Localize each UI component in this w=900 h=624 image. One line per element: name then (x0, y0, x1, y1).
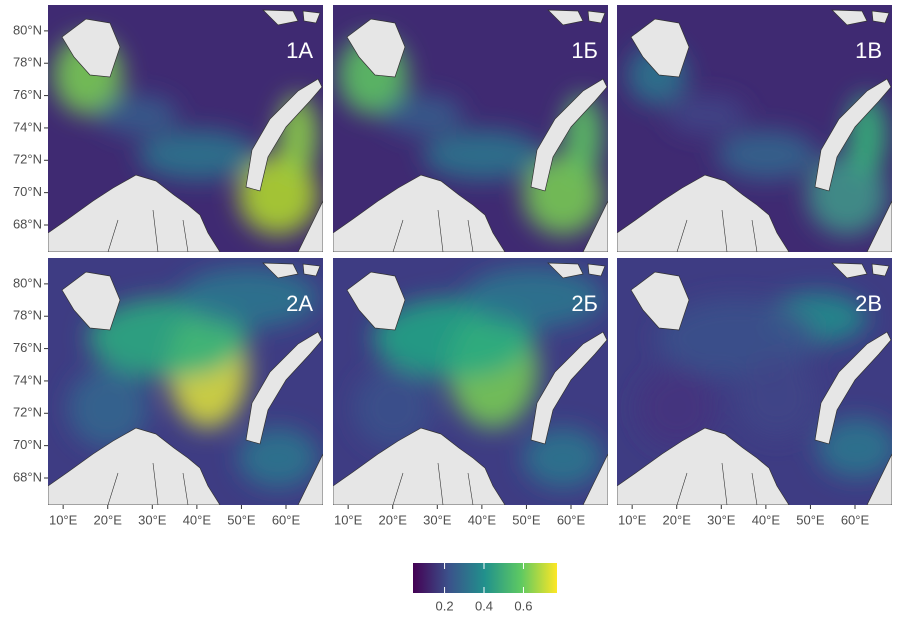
lon-tick-label: 30°E (707, 512, 736, 527)
field-blob (383, 95, 463, 135)
lat-tick-label: 74°N (13, 372, 42, 387)
panel-label: 2В (855, 291, 882, 316)
lat-tick-label: 80°N (13, 275, 42, 290)
map-raster (333, 258, 608, 505)
panel-label: 2А (286, 291, 313, 316)
field-blob (423, 130, 543, 180)
panel-label: 1В (855, 38, 882, 63)
colorbar-tick-label: 0.2 (436, 598, 454, 613)
lon-tick-label: 20°E (663, 512, 692, 527)
field-blob (178, 268, 318, 328)
lon-tick-label: 20°E (94, 512, 123, 527)
map-panel: 2А (48, 258, 323, 505)
field-blob (717, 130, 817, 180)
lat-tick-label: 68°N (13, 469, 42, 484)
lon-tick-label: 50°E (796, 512, 825, 527)
lat-tick-label: 72°N (13, 152, 42, 167)
lat-tick-label: 68°N (13, 216, 42, 231)
lon-tick-label: 50°E (512, 512, 541, 527)
map-raster (333, 5, 608, 252)
map-raster (617, 258, 892, 505)
colorbar-tick-label: 0.4 (475, 598, 493, 613)
lon-tick-label: 50°E (227, 512, 256, 527)
map-raster (617, 5, 892, 252)
lat-tick-label: 78°N (13, 308, 42, 323)
lat-tick-label: 80°N (13, 22, 42, 37)
lon-tick-label: 60°E (272, 512, 301, 527)
field-blob (637, 368, 717, 448)
map-panel: 1Б (333, 5, 608, 252)
field-blob (138, 130, 258, 180)
lat-tick-label: 76°N (13, 87, 42, 102)
field-blob (667, 95, 747, 135)
field-blob (463, 268, 603, 328)
map-raster (48, 5, 323, 252)
field-blob (68, 368, 148, 448)
panel-label: 1А (286, 38, 313, 63)
field-blob (817, 418, 892, 478)
field-blob (353, 368, 433, 448)
field (637, 293, 892, 478)
lon-tick-label: 40°E (183, 512, 212, 527)
lon-tick-label: 10°E (49, 512, 78, 527)
map-panel: 1А (48, 5, 323, 252)
lon-tick-label: 20°E (379, 512, 408, 527)
map-panel: 1В (617, 5, 892, 252)
map-panel: 2В (617, 258, 892, 505)
field-blob (98, 95, 178, 135)
lon-tick-label: 60°E (841, 512, 870, 527)
lat-tick-label: 70°N (13, 437, 42, 452)
lon-tick-label: 10°E (334, 512, 363, 527)
field (53, 35, 318, 235)
map-raster (48, 258, 323, 505)
panel-label: 1Б (571, 38, 598, 63)
lat-tick-label: 72°N (13, 405, 42, 420)
map-panel: 2Б (333, 258, 608, 505)
panel-label: 2Б (571, 291, 598, 316)
field-blob (737, 358, 817, 438)
lat-tick-label: 74°N (13, 119, 42, 134)
lon-tick-label: 40°E (468, 512, 497, 527)
lat-tick-label: 70°N (13, 184, 42, 199)
lon-tick-label: 30°E (138, 512, 167, 527)
field (68, 268, 318, 488)
lon-tick-label: 60°E (557, 512, 586, 527)
lon-tick-label: 10°E (618, 512, 647, 527)
lon-tick-label: 40°E (752, 512, 781, 527)
field (338, 35, 603, 235)
lat-tick-label: 76°N (13, 340, 42, 355)
lon-tick-label: 30°E (423, 512, 452, 527)
lat-tick-label: 78°N (13, 55, 42, 70)
colorbar-tick-label: 0.6 (514, 598, 532, 613)
colorbar (413, 563, 557, 593)
